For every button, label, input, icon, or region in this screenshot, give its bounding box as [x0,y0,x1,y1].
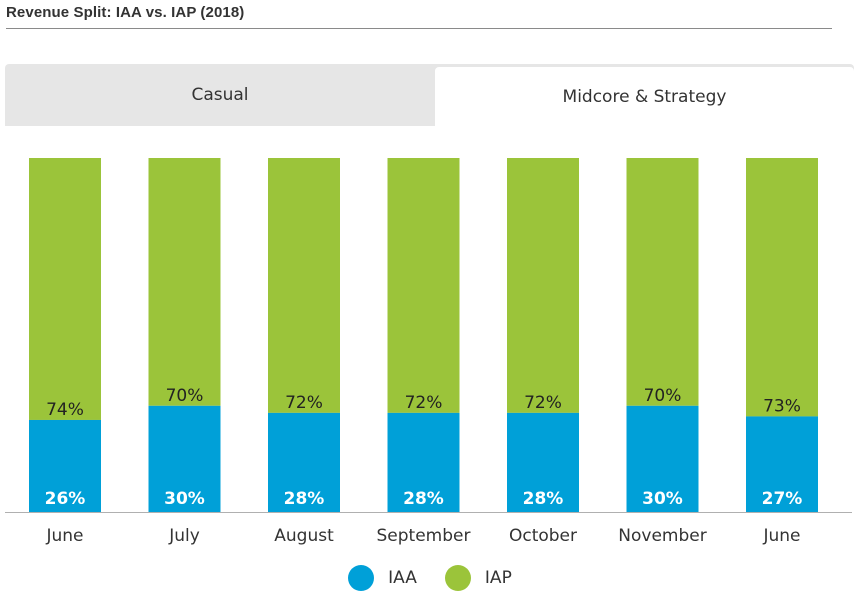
x-tick-label-0: June [45,526,83,546]
legend-item-iaa[interactable]: IAA [348,565,417,591]
label-iaa-1: 30% [164,489,205,509]
bar-iap-2 [268,158,340,413]
bar-iap-5 [626,158,699,406]
legend-swatch-iaa [348,565,375,591]
label-iaa-3: 28% [403,489,444,509]
bar-iaa-5 [626,405,699,512]
tab-midcore-strategy[interactable]: Midcore & Strategy [435,67,854,126]
bar-iaa-0 [29,419,101,512]
x-tick-label-5: November [618,526,706,546]
label-iap-5: 70% [644,386,682,406]
label-iaa-0: 26% [45,489,86,509]
legend-item-iap[interactable]: IAP [444,565,512,591]
label-iap-3: 72% [405,393,443,413]
chart-title: Revenue Split: IAA vs. IAP (2018) [6,4,245,21]
x-tick-label-4: October [509,526,577,546]
tab-bar: Casual Midcore & Strategy [5,64,854,126]
label-iaa-6: 27% [762,489,803,509]
label-iaa-5: 30% [642,489,683,509]
label-iap-2: 72% [285,393,323,413]
label-iaa-4: 28% [523,489,564,509]
label-iap-4: 72% [524,393,562,413]
bar-iap-4 [507,158,579,413]
bar-iap-1 [148,158,221,406]
bar-iaa-2 [268,412,340,512]
label-iap-6: 73% [763,396,801,416]
label-iap-1: 70% [166,386,204,406]
legend-label-iaa: IAA [388,568,417,588]
x-tick-label-6: June [762,526,800,546]
legend-swatch-iap [444,565,471,591]
x-tick-label-3: September [377,526,471,546]
bar-iaa-4 [507,412,579,512]
x-tick-label-2: August [274,526,334,546]
bar-iap-3 [387,158,460,413]
tab-casual[interactable]: Casual [191,85,249,105]
legend: IAA IAP [0,560,860,596]
bar-iap-0 [29,158,101,420]
title-divider [6,28,832,29]
label-iap-0: 74% [46,400,84,420]
bar-iaa-1 [148,405,221,512]
legend-label-iap: IAP [484,568,512,588]
x-tick-label-1: July [168,526,200,546]
label-iaa-2: 28% [284,489,325,509]
bar-iap-6 [746,158,818,417]
bar-iaa-6 [746,416,818,512]
bar-iaa-3 [387,412,460,512]
stacked-bar-chart: 74% 26% June 70% 30% July 72% 28% August 72% 28% Se… [5,158,852,546]
